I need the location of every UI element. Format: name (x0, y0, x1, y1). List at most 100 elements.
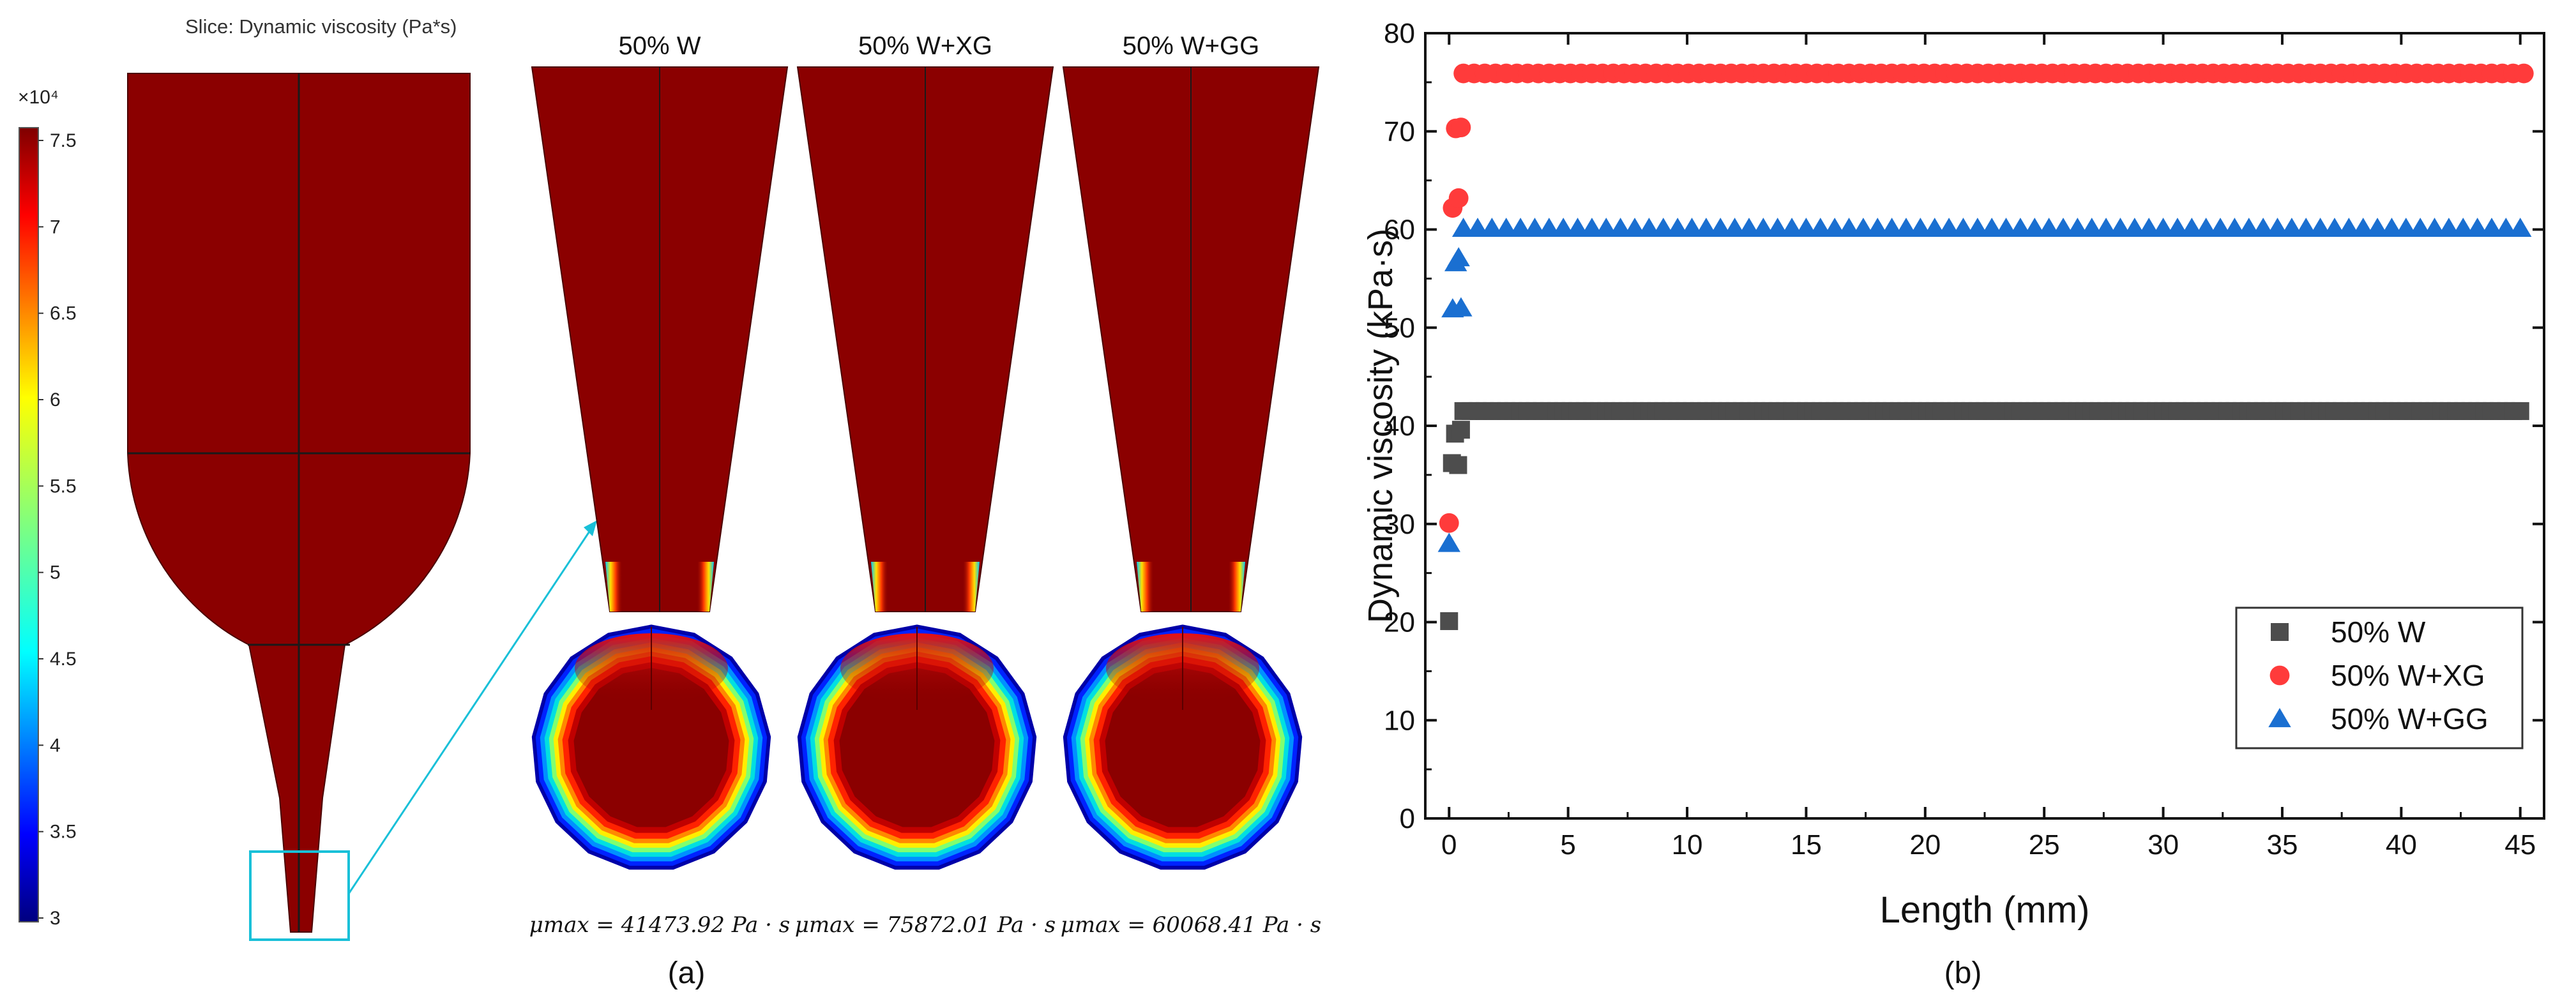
data-point (2009, 218, 2032, 237)
x-tick-label: 35 (2266, 829, 2298, 861)
colorbar-tick-label: 6 (50, 389, 61, 410)
data-points (1437, 63, 2534, 630)
data-point (2080, 218, 2103, 237)
wall-gradient-right (1228, 562, 1245, 612)
wall-gradient-right (697, 562, 714, 612)
data-point (2095, 218, 2118, 237)
data-point (1437, 532, 1460, 552)
cross-section-ring (839, 668, 995, 827)
data-point (2509, 218, 2532, 237)
wall-gradient-left (1137, 562, 1154, 612)
data-point (1951, 218, 1975, 237)
data-point (2280, 218, 2303, 237)
legend-marker (2269, 665, 2290, 686)
caption-b: (b) (1944, 956, 1982, 990)
data-point (2123, 218, 2146, 237)
data-point (1450, 297, 1473, 317)
section-3: 50% W+GG μmax = 60068.41 Pa · s (1061, 32, 1321, 938)
colorbar-gradient (19, 127, 39, 922)
data-point (1738, 218, 1761, 237)
mu-max-label: μmax = 41473.92 Pa · s (529, 912, 790, 938)
x-tick-label: 5 (1560, 829, 1575, 861)
data-point (2066, 218, 2089, 237)
y-tick-label: 20 (1384, 607, 1415, 638)
data-point (1909, 218, 1932, 237)
data-point (1451, 421, 1470, 439)
data-point (2511, 402, 2529, 420)
section-2: 50% W+XG μmax = 75872.01 Pa · s (795, 32, 1056, 938)
x-tick-label: 0 (1441, 829, 1457, 861)
data-point (2166, 218, 2189, 237)
series-50-w-xg (1439, 63, 2534, 533)
y-tick-label: 10 (1384, 705, 1415, 736)
data-point (1709, 218, 1732, 237)
data-point (2409, 218, 2432, 237)
y-tick-label: 60 (1384, 214, 1415, 246)
legend-marker (2271, 623, 2289, 641)
data-point (1823, 218, 1846, 237)
data-point (1809, 218, 1832, 237)
x-tick-label: 20 (1909, 829, 1941, 861)
data-point (2023, 218, 2046, 237)
data-point (2137, 218, 2160, 237)
data-point (2052, 218, 2075, 237)
y-tick-label: 30 (1384, 509, 1415, 540)
data-point (1937, 218, 1960, 237)
colorbar-exponent: ×10⁴ (18, 87, 59, 108)
data-point (2151, 218, 2175, 237)
data-point (2266, 218, 2289, 237)
series-50-w (1440, 402, 2529, 630)
data-point (1447, 247, 1470, 267)
mu-max-label: μmax = 60068.41 Pa · s (1061, 912, 1321, 938)
data-point (2194, 218, 2218, 237)
data-point (1695, 218, 1718, 237)
data-point (1852, 218, 1875, 237)
series-50-w-gg (1437, 218, 2532, 552)
x-axis: 0 5 10 15 20 25 30 35 40 45 (1441, 33, 2536, 861)
data-point (2252, 218, 2275, 237)
y-axis: 0 10 20 30 40 50 60 70 80 (1384, 18, 2544, 834)
data-point (2209, 218, 2232, 237)
colorbar-tick-label: 5.5 (50, 476, 77, 497)
colorbar-tick-label: 4.5 (50, 649, 77, 670)
data-point (2423, 218, 2446, 237)
section-title: 50% W+GG (1123, 32, 1260, 60)
data-point (1980, 218, 2003, 237)
data-point (1666, 218, 1689, 237)
colorbar-tick-label: 3 (50, 908, 61, 929)
x-tick-label: 45 (2504, 829, 2536, 861)
y-tick-label: 0 (1400, 803, 1415, 834)
cross-section-ring (573, 668, 729, 827)
y-tick-label: 80 (1384, 18, 1415, 49)
data-point (2466, 218, 2489, 237)
data-point (1440, 612, 1458, 630)
nozzle-geometry (127, 73, 597, 941)
colorbar-tick-label: 7 (50, 216, 61, 237)
y-tick-label: 50 (1384, 312, 1415, 343)
section-1: 50% W μmax = 41473.92 Pa · s (529, 32, 790, 938)
data-point (2351, 218, 2375, 237)
colorbar-tick-label: 6.5 (50, 303, 77, 324)
y-tick-label: 70 (1384, 116, 1415, 147)
section-title: 50% W+XG (858, 32, 992, 60)
data-point (1723, 218, 1746, 237)
data-point (1866, 218, 1889, 237)
legend-label: 50% W+XG (2331, 659, 2485, 692)
zoom-arrowhead (584, 520, 597, 536)
legend-label: 50% W (2331, 615, 2426, 649)
data-point (1552, 218, 1575, 237)
data-point (1837, 218, 1861, 237)
data-point (2294, 218, 2317, 237)
data-point (1451, 218, 1475, 237)
data-point (1495, 218, 1518, 237)
x-axis-label: Length (mm) (1880, 889, 2090, 931)
data-point (1994, 218, 2018, 237)
data-point (1538, 218, 1561, 237)
data-point (2109, 218, 2132, 237)
slice-title: Slice: Dynamic viscosity (Pa*s) (185, 15, 457, 38)
colorbar: ×10⁴ 7.5 7 6.5 6 5.5 5 4.5 4 3.5 3 (18, 87, 77, 929)
data-point (1752, 218, 1775, 237)
data-point (2395, 218, 2418, 237)
data-point (1523, 218, 1547, 237)
data-point (2180, 218, 2204, 237)
